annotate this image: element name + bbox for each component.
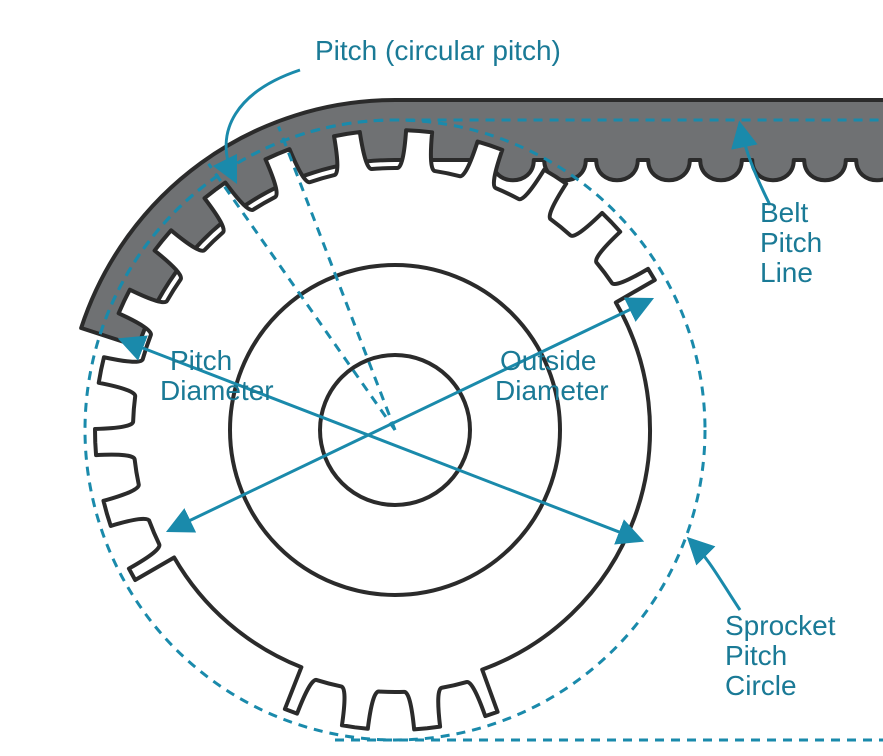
label-spc-1: Sprocket <box>725 610 836 641</box>
label-od-2: Diameter <box>495 375 609 406</box>
sprocket-diagram: Pitch (circular pitch)BeltPitchLinePitch… <box>0 0 883 756</box>
label-belt-pitch-3: Line <box>760 257 813 288</box>
label-belt-pitch-1: Belt <box>760 197 808 228</box>
label-spc-3: Circle <box>725 670 797 701</box>
label-od-1: Outside <box>500 345 597 376</box>
label-pitch-dia-1: Pitch <box>170 345 232 376</box>
label-pitch-title: Pitch (circular pitch) <box>315 35 561 66</box>
label-pitch-dia-2: Diameter <box>160 375 274 406</box>
label-belt-pitch-2: Pitch <box>760 227 822 258</box>
sprocket-pitch-leader <box>690 540 740 610</box>
label-spc-2: Pitch <box>725 640 787 671</box>
